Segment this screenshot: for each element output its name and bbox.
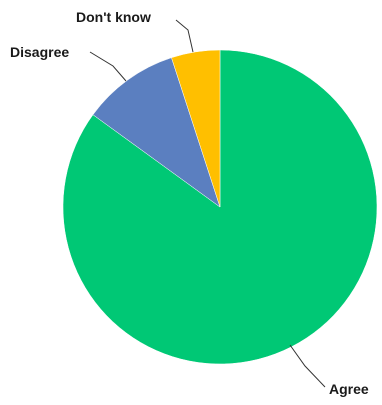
leader-agree	[289, 344, 326, 388]
label-leaders	[89, 19, 326, 388]
label-dont-know: Don't know	[76, 9, 151, 25]
slice-disagree	[92, 57, 221, 208]
leader-disagree	[89, 51, 127, 82]
slice-labels: Agree Disagree Don't know	[10, 9, 369, 397]
slice-don-t-know	[171, 49, 221, 208]
label-agree: Agree	[329, 381, 369, 397]
pie-slices	[62, 49, 378, 365]
label-disagree: Disagree	[10, 44, 69, 60]
leader-don-t-know	[175, 19, 194, 53]
